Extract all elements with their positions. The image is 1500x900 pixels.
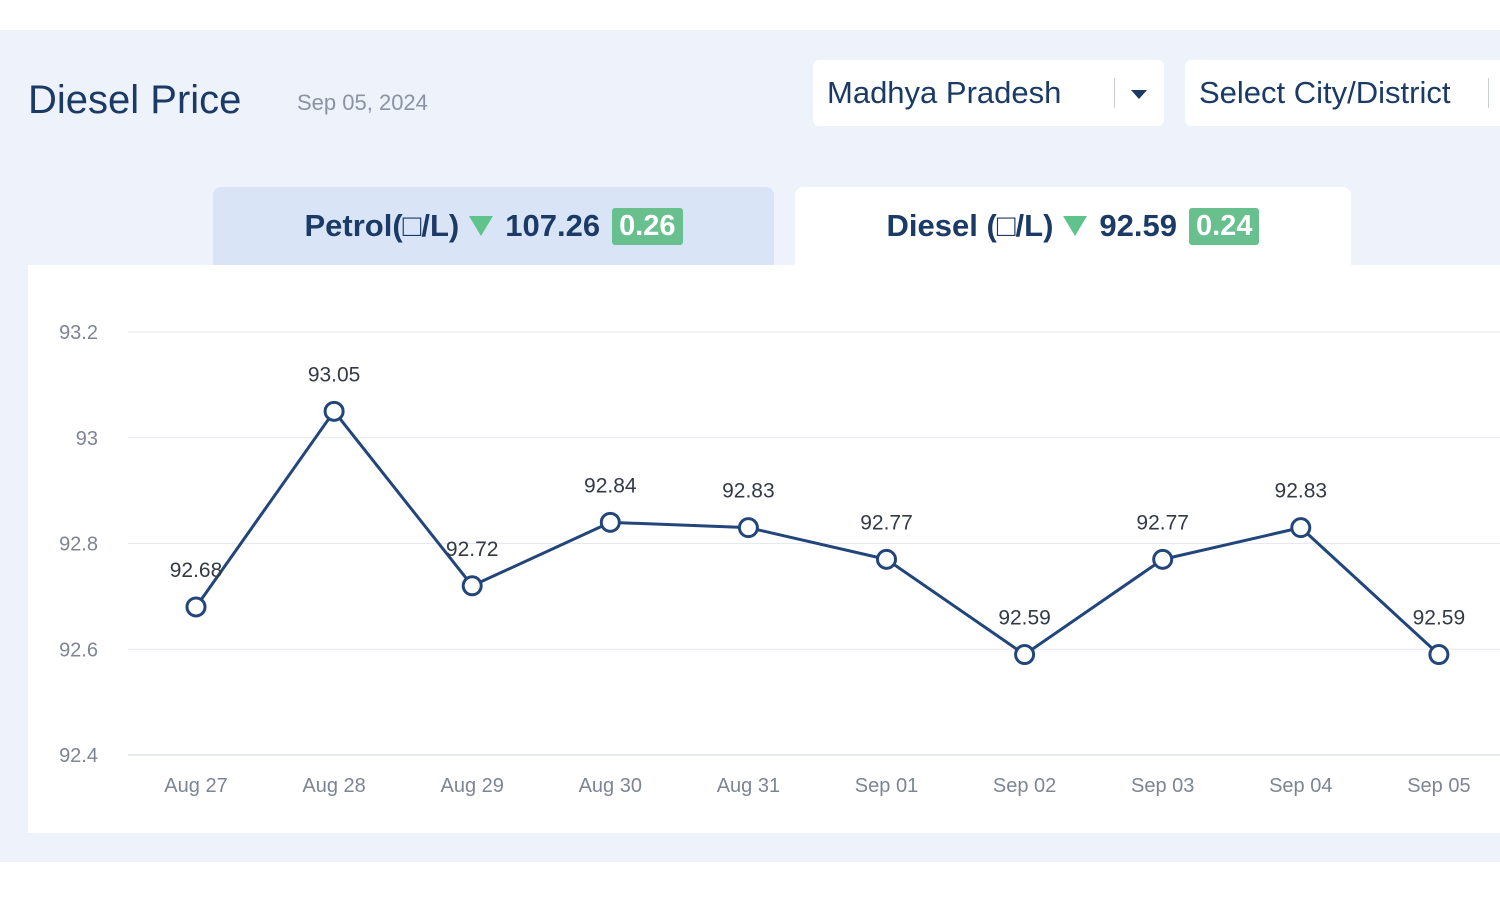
data-label: 93.05 [308, 363, 361, 386]
data-point [1428, 644, 1450, 666]
chevron-down-icon[interactable] [1131, 90, 1147, 99]
data-point [737, 517, 759, 539]
data-label: 92.83 [1275, 480, 1328, 503]
data-label: 92.59 [1413, 607, 1466, 630]
data-label: 92.72 [446, 538, 499, 561]
state-select-value: Madhya Pradesh [827, 75, 1062, 110]
x-tick-label: Aug 27 [164, 775, 227, 797]
y-tick-label: 93 [76, 428, 98, 450]
state-select[interactable]: Madhya Pradesh [813, 60, 1164, 126]
data-label: 92.68 [170, 559, 223, 582]
select-divider [1114, 78, 1115, 108]
x-tick-label: Sep 02 [993, 775, 1056, 797]
y-tick-label: 93.2 [59, 322, 98, 344]
data-label: 92.77 [860, 511, 913, 534]
y-tick-label: 92.8 [59, 534, 98, 556]
data-point [876, 548, 897, 570]
data-label: 92.83 [722, 480, 775, 503]
select-divider [1488, 78, 1489, 108]
city-select[interactable]: Select City/District [1185, 60, 1500, 126]
tab-diesel-label: Diesel (□/L) [886, 208, 1054, 243]
tab-petrol[interactable]: Petrol(□/L) 107.26 0.26 [213, 187, 774, 265]
data-label: 92.59 [998, 607, 1051, 630]
x-tick-label: Sep 05 [1407, 775, 1470, 797]
series-line [194, 409, 1440, 657]
x-tick-label: Sep 04 [1269, 775, 1332, 797]
x-tick-label: Sep 03 [1131, 775, 1194, 797]
data-point [461, 575, 483, 597]
data-label: 92.84 [584, 474, 637, 497]
tab-diesel-price: 92.59 [1099, 208, 1177, 243]
data-point [323, 400, 345, 422]
y-tick-label: 92.4 [59, 745, 98, 767]
tab-petrol-price: 107.26 [505, 208, 601, 243]
price-date: Sep 05, 2024 [297, 90, 428, 115]
chart-card: 92.4 92.6 92.8 93 93.2 Aug 27 Aug 28 Aug 29 Aug … [28, 265, 1500, 833]
tab-petrol-label: Petrol(□/L) [304, 208, 460, 243]
price-line-chart: 92.4 92.6 92.8 93 93.2 Aug 27 Aug 28 Aug 29 Aug … [59, 322, 1500, 797]
y-tick-label: 92.6 [59, 639, 98, 661]
x-tick-label: Aug 30 [579, 775, 642, 797]
data-point [185, 596, 207, 618]
page-title: Diesel Price [28, 78, 242, 122]
tab-diesel-change-badge: 0.24 [1189, 207, 1260, 245]
x-tick-label: Sep 01 [855, 775, 918, 797]
data-label: 92.77 [1136, 511, 1189, 534]
x-tick-label: Aug 31 [717, 775, 780, 797]
data-point [1290, 517, 1312, 539]
price-down-icon [1063, 216, 1088, 236]
data-point [1014, 644, 1036, 666]
data-point [599, 511, 621, 533]
city-select-placeholder: Select City/District [1199, 75, 1451, 110]
x-tick-label: Aug 29 [441, 775, 504, 797]
x-tick-label: Aug 28 [302, 775, 365, 797]
tab-petrol-change-badge: 0.26 [612, 207, 683, 245]
data-point [1152, 548, 1174, 570]
price-down-icon [469, 216, 494, 236]
tab-diesel[interactable]: Diesel (□/L) 92.59 0.24 [795, 187, 1351, 265]
